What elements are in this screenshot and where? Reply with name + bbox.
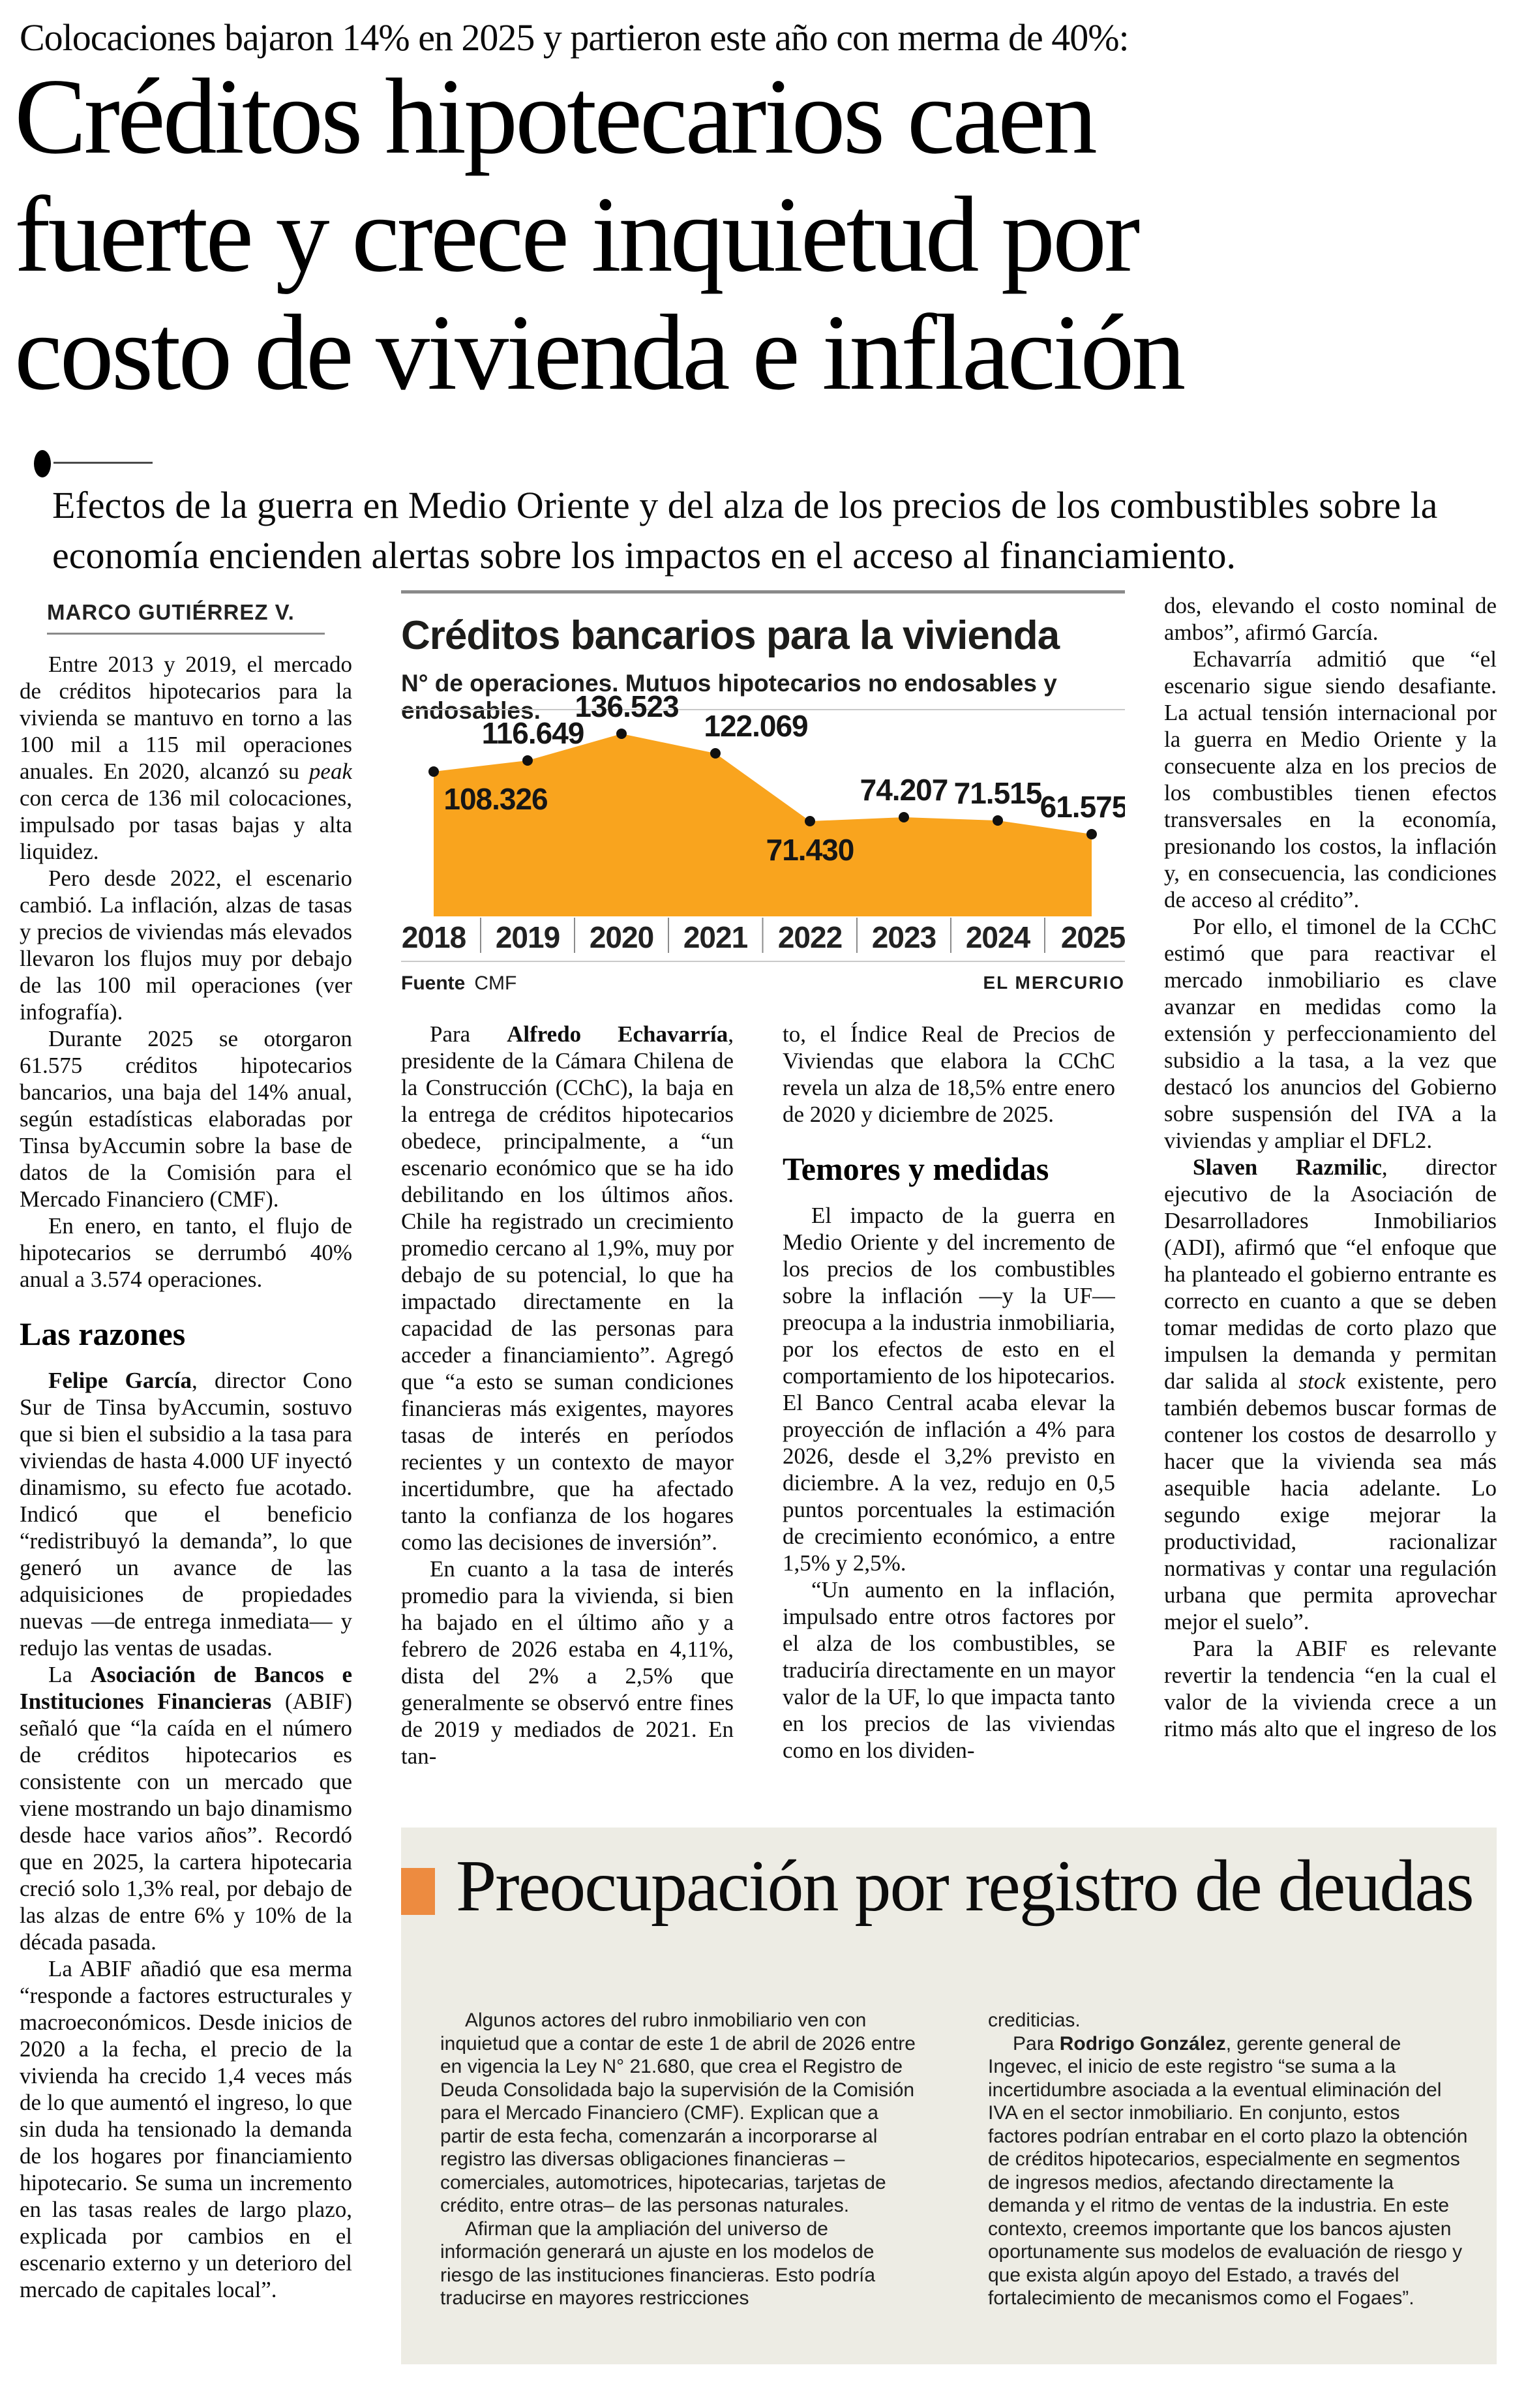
deck-bullet-icon xyxy=(34,450,51,477)
box-title: Preocupación por registro de deudas xyxy=(456,1846,1474,1927)
x-axis-label: 2019 xyxy=(496,920,560,954)
chart-subtitle: N° de operaciones. Mutuos hipotecarios n… xyxy=(401,670,1057,724)
paragraph: Durante 2025 se otorgaron 61.575 crédito… xyxy=(20,1026,352,1212)
chart-source-label: Fuente xyxy=(401,972,466,994)
paragraph: Algunos actores del rubro inmobiliario v… xyxy=(440,2009,916,2216)
article-column-4: dos, elevando el costo nominal de ambos”… xyxy=(1164,592,1497,1740)
chart-source: CMF xyxy=(474,972,517,994)
sidebar-box: Preocupación por registro de deudas Algu… xyxy=(401,1828,1497,2364)
deck-rule xyxy=(53,462,153,464)
data-point xyxy=(993,815,1003,826)
value-label: 71.430 xyxy=(766,833,854,867)
byline: MARCO GUTIÉRREZ V. xyxy=(47,600,325,635)
section-marker-icon xyxy=(401,1868,435,1915)
deck: Efectos de la guerra en Medio Oriente y … xyxy=(52,484,1438,577)
x-axis-label: 2025 xyxy=(1061,920,1125,954)
value-label: 71.515 xyxy=(954,776,1042,810)
paragraph: crediticias. xyxy=(988,2009,1081,2031)
box-column-right: crediticias. Para Rodrigo González, geren… xyxy=(988,2009,1471,2310)
area-series xyxy=(434,734,1092,916)
article-column-2: Para Alfredo Echavarría, presidente de l… xyxy=(401,1021,734,1813)
chart-bottom-rule xyxy=(401,961,1125,962)
chart-credit: EL MERCURIO xyxy=(983,972,1125,993)
value-label: 122.069 xyxy=(704,709,807,743)
box-column-left: Algunos actores del rubro inmobiliario v… xyxy=(440,2009,923,2310)
paragraph: Felipe García, director Cono Sur de Tins… xyxy=(20,1368,352,1661)
data-point xyxy=(805,816,815,826)
paragraph: Entre 2013 y 2019, el mercado de crédito… xyxy=(20,652,352,864)
paragraph: La ABIF añadió que esa merma “responde a… xyxy=(20,1956,352,2302)
chart-mid-rule xyxy=(401,709,1125,710)
headline: Créditos hipotecarios caen fuerte y crec… xyxy=(14,56,1186,412)
chart-title: Créditos bancarios para la vivienda xyxy=(401,613,1060,658)
value-label: 136.523 xyxy=(575,689,678,723)
paragraph: Para la ABIF es relevante revertir la te… xyxy=(1164,1636,1497,1740)
x-axis-label: 2020 xyxy=(590,920,653,954)
article-column-1: Entre 2013 y 2019, el mercado de crédito… xyxy=(20,651,352,2347)
paragraph: Para Alfredo Echavarría, presidente de l… xyxy=(401,1021,734,1555)
paragraph: La Asociación de Bancos e Instituciones … xyxy=(20,1662,352,1955)
paragraph: Pero desde 2022, el escenario cambió. La… xyxy=(20,865,352,1025)
data-point xyxy=(1086,829,1097,839)
paragraph: El impacto de la guerra en Medio Oriente… xyxy=(783,1203,1115,1576)
data-point xyxy=(428,766,439,777)
paragraph: to, el Índice Real de Precios de Viviend… xyxy=(783,1021,1115,1127)
paragraph: Echavarría admitió que “el escenario sig… xyxy=(1164,646,1497,912)
data-point xyxy=(616,729,627,739)
value-label: 61.575 xyxy=(1040,790,1125,824)
value-label: 116.649 xyxy=(482,716,584,750)
box-columns: Algunos actores del rubro inmobiliario v… xyxy=(440,2009,1471,2310)
article-column-3: to, el Índice Real de Precios de Viviend… xyxy=(783,1021,1115,1813)
data-point xyxy=(710,748,721,759)
x-axis-label: 2024 xyxy=(966,920,1031,954)
x-axis-label: 2021 xyxy=(683,920,748,954)
x-axis-label: 2018 xyxy=(402,920,466,954)
chart-top-rule xyxy=(401,590,1125,594)
value-label: 74.207 xyxy=(860,773,948,807)
section-subhead: Temores y medidas xyxy=(783,1151,1049,1187)
chart-block: Créditos bancarios para la vivienda N° d… xyxy=(401,590,1125,1004)
data-point xyxy=(899,812,909,822)
x-axis-label: 2022 xyxy=(778,920,842,954)
paragraph: Afirman que la ampliación del universo d… xyxy=(440,2218,876,2310)
paragraph: En cuanto a la tasa de interés promedio … xyxy=(401,1556,734,1769)
x-axis-label: 2023 xyxy=(872,920,936,954)
paragraph: Por ello, el timonel de la CChC estimó q… xyxy=(1164,914,1497,1153)
section-subhead: Las razones xyxy=(20,1316,186,1352)
paragraph: Para Rodrigo González, gerente general d… xyxy=(988,2032,1468,2310)
chart-source-row: Fuente CMF EL MERCURIO xyxy=(401,972,1125,995)
value-label: 108.326 xyxy=(443,782,547,816)
paragraph: En enero, en tanto, el flujo de hipoteca… xyxy=(20,1213,352,1292)
paragraph: “Un aumento en la inflación, impulsado e… xyxy=(783,1577,1115,1763)
paragraph: dos, elevando el costo nominal de ambos”… xyxy=(1164,593,1497,645)
kicker: Colocaciones bajaron 14% en 2025 y parti… xyxy=(20,16,1130,59)
paragraph: Slaven Razmilic, director ejecutivo de l… xyxy=(1164,1154,1497,1634)
data-point xyxy=(522,755,533,766)
